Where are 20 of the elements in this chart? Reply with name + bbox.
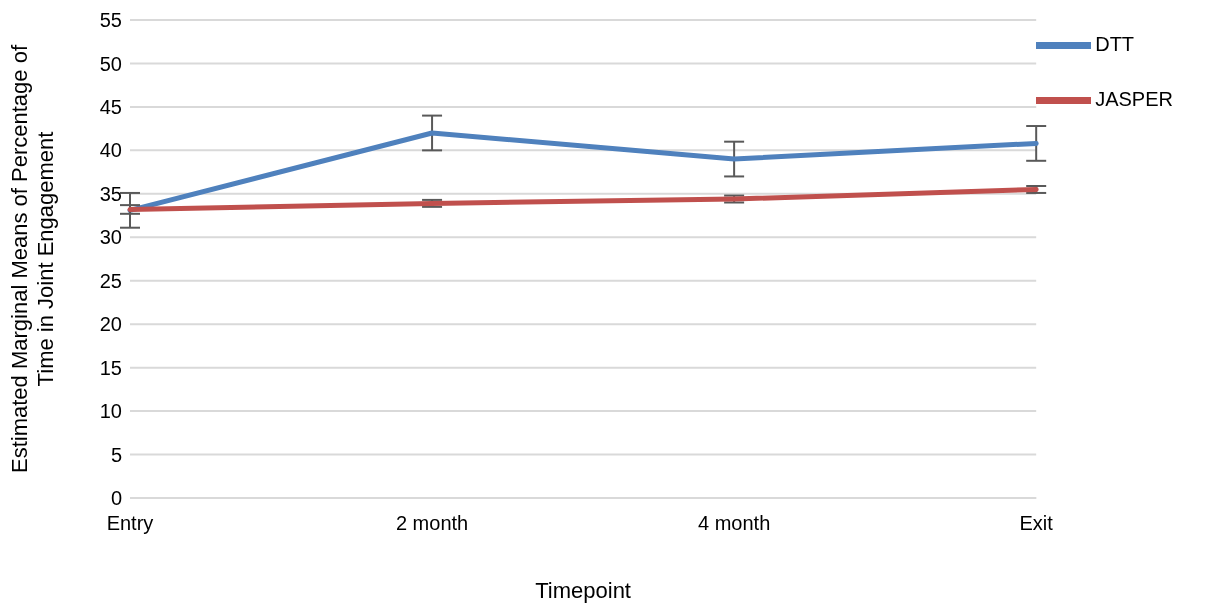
- y-tick-label: 10: [99, 400, 122, 423]
- legend-label: DTT: [1095, 32, 1135, 55]
- x-tick-label: 2 month: [395, 512, 469, 535]
- y-tick-label: 55: [99, 9, 122, 32]
- x-tick-label: Exit: [1019, 512, 1054, 535]
- x-axis-title: Timepoint: [535, 578, 631, 603]
- y-tick-label: 0: [110, 487, 122, 510]
- x-tick-label: 4 month: [697, 512, 771, 535]
- y-tick-label: 30: [99, 226, 122, 249]
- y-tick-label: 5: [110, 443, 122, 466]
- y-axis-title: Estimated Marginal Means of Percentage of Time in Joint Engagement: [7, 44, 58, 474]
- legend-label: JASPER: [1095, 87, 1173, 110]
- y-tick-label: 25: [99, 269, 122, 292]
- y-tick-label: 35: [99, 182, 122, 205]
- y-tick-label: 15: [99, 356, 122, 379]
- y-tick-label: 20: [99, 313, 122, 336]
- y-tick-label: 45: [99, 96, 122, 119]
- y-tick-label: 50: [99, 52, 122, 75]
- x-tick-label: Entry: [106, 512, 154, 535]
- y-tick-label: 40: [99, 139, 122, 162]
